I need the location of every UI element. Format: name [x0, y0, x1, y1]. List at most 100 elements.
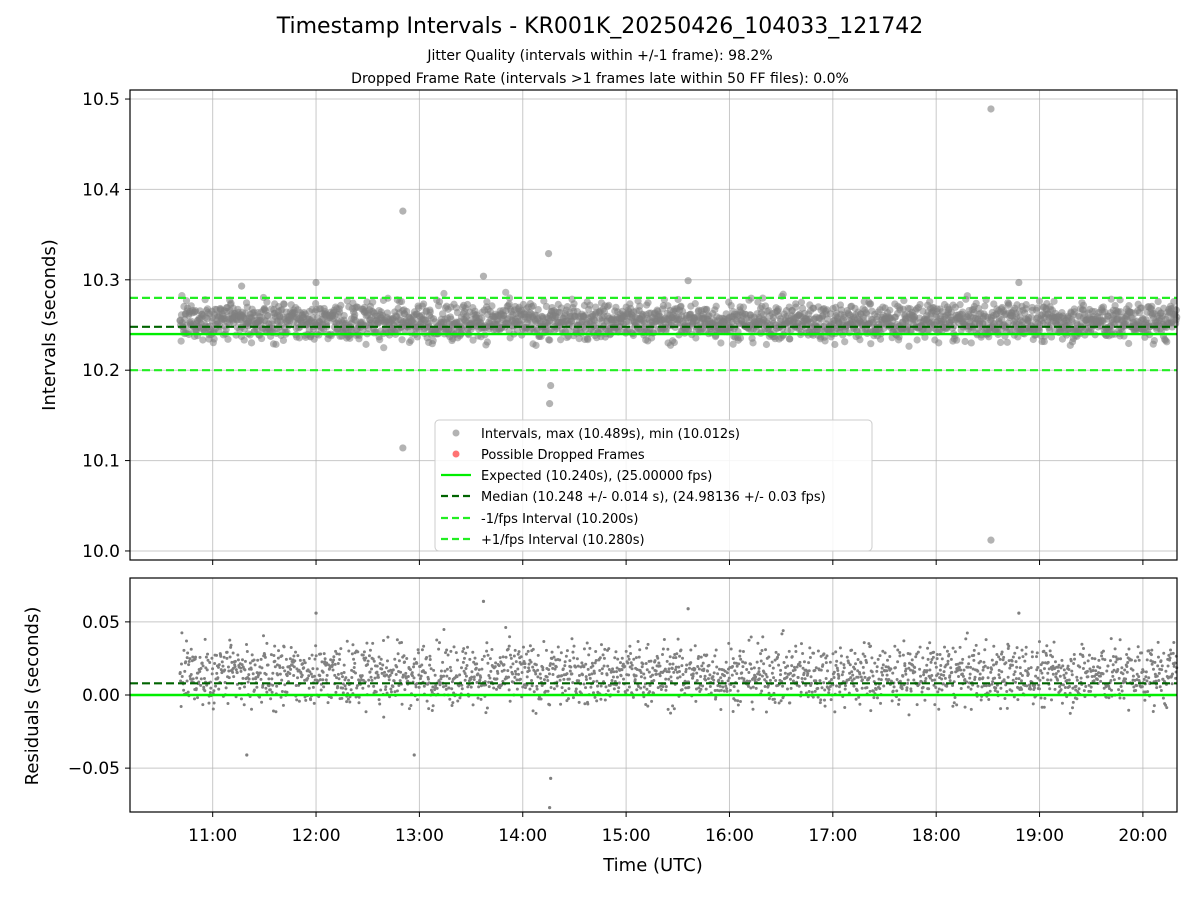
- interval-point: [1170, 298, 1178, 306]
- residual-point: [863, 654, 867, 658]
- residual-point: [896, 648, 900, 652]
- interval-point: [921, 333, 929, 341]
- residual-point: [1075, 697, 1079, 701]
- residual-point: [784, 655, 788, 659]
- residual-point: [972, 658, 976, 662]
- x-tick-label: 18:00: [912, 826, 961, 846]
- residual-point: [1020, 674, 1024, 678]
- residual-point: [1085, 669, 1089, 673]
- residual-point: [367, 678, 371, 682]
- residual-point: [1157, 671, 1161, 675]
- residual-point: [1097, 671, 1101, 675]
- residual-point: [935, 652, 939, 656]
- residual-point: [850, 670, 854, 674]
- residual-point: [227, 676, 231, 680]
- residual-point: [1146, 690, 1150, 694]
- residual-point: [843, 684, 847, 688]
- residual-point: [694, 699, 698, 703]
- residual-point: [495, 687, 499, 691]
- residual-point: [1150, 662, 1154, 666]
- residual-point: [331, 668, 335, 672]
- residual-point: [528, 687, 532, 691]
- residual-point: [596, 684, 600, 688]
- residual-point: [1158, 685, 1162, 689]
- residual-point: [526, 649, 530, 653]
- y-tick-label: 10.3: [82, 271, 120, 291]
- interval-point: [876, 335, 885, 343]
- residual-point: [187, 663, 191, 667]
- residual-point: [848, 663, 852, 667]
- residual-point: [951, 683, 955, 687]
- interval-point: [435, 298, 444, 306]
- residual-point: [966, 685, 970, 689]
- residual-point: [179, 704, 183, 708]
- residual-point: [922, 673, 926, 677]
- residual-point: [951, 704, 955, 708]
- residual-point: [392, 679, 396, 683]
- interval-point: [1138, 304, 1146, 312]
- residual-point: [212, 689, 216, 693]
- residual-point: [509, 665, 513, 669]
- residual-point: [1005, 689, 1009, 693]
- residual-point: [852, 677, 856, 681]
- interval-outlier-point: [547, 381, 555, 390]
- residual-point: [642, 685, 646, 689]
- residual-point: [250, 653, 254, 657]
- interval-point: [727, 301, 735, 310]
- residual-point: [1112, 678, 1116, 682]
- residual-point: [680, 688, 684, 692]
- interval-outlier-point: [312, 278, 320, 287]
- residual-point: [1111, 674, 1115, 678]
- residual-point: [910, 658, 914, 662]
- residual-point: [471, 650, 475, 654]
- y-tick-label: 10.2: [82, 361, 120, 381]
- residual-point: [1118, 696, 1122, 700]
- residual-point: [373, 676, 377, 680]
- residual-point: [310, 653, 314, 657]
- interval-point: [542, 302, 551, 311]
- residual-point: [410, 671, 414, 675]
- residual-point: [439, 669, 443, 673]
- residual-point: [983, 648, 987, 652]
- residual-point: [1101, 649, 1105, 653]
- interval-point: [295, 334, 304, 342]
- residual-point: [1052, 640, 1056, 644]
- interval-point: [351, 310, 359, 319]
- residual-point: [340, 675, 344, 679]
- residual-point: [837, 674, 841, 678]
- residual-point: [1129, 658, 1133, 662]
- residual-point: [1100, 654, 1104, 658]
- residual-point: [293, 659, 297, 663]
- interval-point: [257, 334, 266, 343]
- residual-point: [488, 657, 492, 661]
- residual-point: [1041, 661, 1045, 665]
- residual-point: [185, 656, 189, 660]
- residual-point: [352, 657, 356, 661]
- residual-point: [485, 649, 489, 653]
- residual-point: [1081, 654, 1085, 658]
- interval-point: [279, 336, 288, 345]
- interval-outlier-point: [987, 536, 995, 544]
- residual-point: [531, 665, 535, 669]
- residual-point: [771, 666, 775, 670]
- residual-point: [684, 667, 688, 671]
- residual-point: [728, 688, 732, 692]
- residual-point: [370, 667, 374, 671]
- residual-point: [200, 661, 204, 665]
- residual-point: [417, 651, 421, 655]
- residual-point: [1040, 671, 1044, 675]
- residual-point: [246, 680, 250, 684]
- residual-point: [731, 657, 735, 661]
- residual-point: [391, 668, 395, 672]
- residual-point: [1122, 696, 1126, 700]
- residual-point: [757, 677, 761, 681]
- residual-point: [687, 666, 691, 670]
- residual-point: [759, 659, 763, 663]
- residual-point: [719, 676, 723, 680]
- residual-point: [527, 666, 531, 670]
- residual-point: [979, 698, 983, 702]
- residual-point: [242, 703, 246, 707]
- residual-point: [587, 653, 591, 657]
- residual-point: [1014, 660, 1018, 664]
- residual-point: [534, 663, 538, 667]
